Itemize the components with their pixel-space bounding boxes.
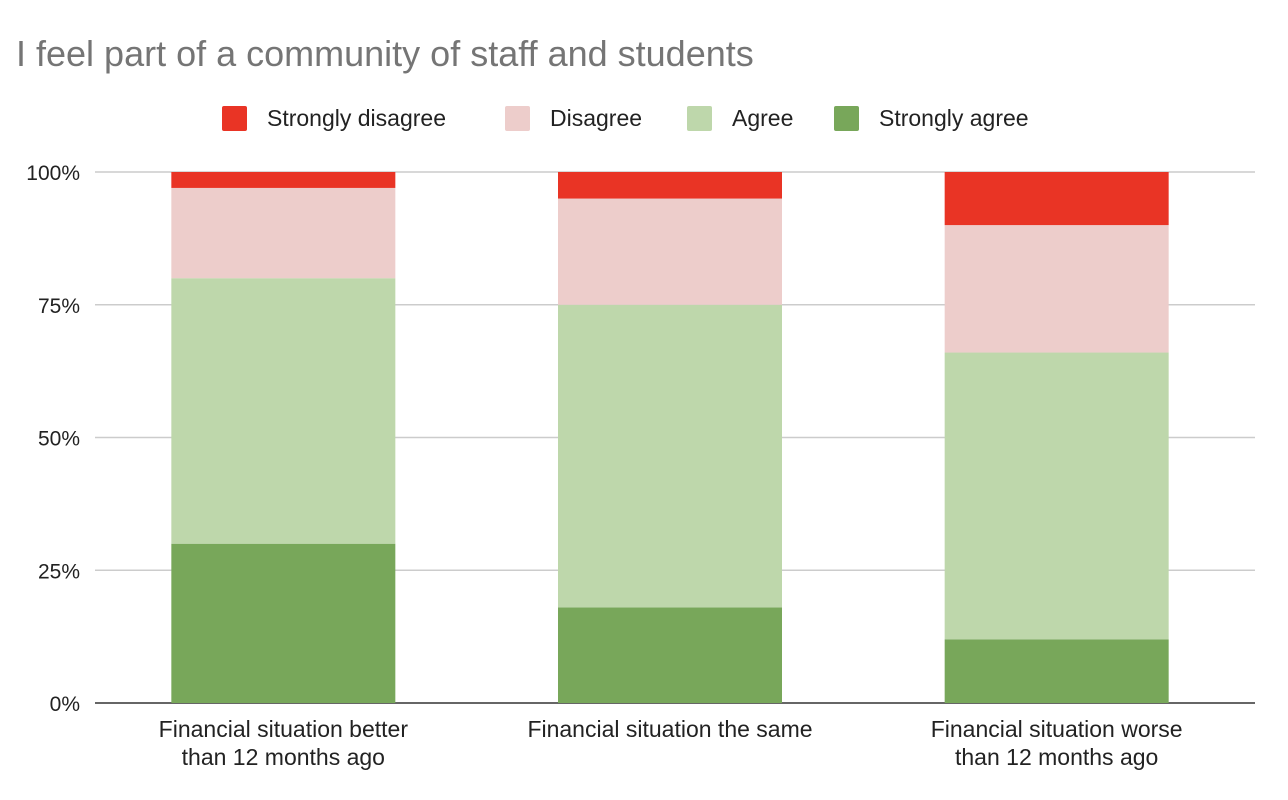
legend-label: Strongly agree (879, 105, 1029, 131)
legend-swatch (222, 106, 247, 131)
y-tick-label: 25% (38, 560, 80, 583)
chart-title: I feel part of a community of staff and … (16, 33, 754, 74)
bar-segment-strongly-agree (944, 639, 1169, 703)
bar-segment-strongly-disagree (944, 172, 1169, 226)
legend-item: Agree (687, 105, 793, 131)
bar-segment-disagree (558, 198, 782, 305)
legend-item: Disagree (505, 105, 642, 131)
bar-segment-strongly-disagree (171, 172, 396, 188)
legend-item: Strongly disagree (222, 105, 446, 131)
bar-stack (944, 172, 1169, 703)
x-tick-label: Financial situation the same (527, 716, 812, 742)
bar-segment-agree (944, 352, 1169, 640)
x-tick-label: Financial situation better (159, 716, 409, 742)
bar-segment-disagree (171, 187, 396, 279)
bar-segment-strongly-agree (558, 607, 782, 703)
bar-segment-agree (171, 278, 396, 544)
bar-segment-disagree (944, 225, 1169, 353)
legend-swatch (834, 106, 859, 131)
bar-segment-agree (558, 304, 782, 608)
bar-segment-strongly-disagree (558, 172, 782, 199)
y-tick-label: 50% (38, 428, 80, 451)
legend-label: Agree (732, 105, 793, 131)
bar-segment-strongly-agree (171, 543, 396, 703)
bar-stack (558, 172, 782, 703)
bar-stack (171, 172, 396, 703)
bars (171, 172, 1169, 703)
x-tick-label: Financial situation worse (931, 716, 1183, 742)
y-tick-label: 100% (26, 162, 80, 185)
y-tick-label: 75% (38, 295, 80, 318)
legend-label: Disagree (550, 105, 642, 131)
legend-swatch (687, 106, 712, 131)
y-tick-label: 0% (50, 693, 80, 716)
x-tick-label: than 12 months ago (182, 744, 385, 770)
legend-label: Strongly disagree (267, 105, 446, 131)
legend-item: Strongly agree (834, 105, 1029, 131)
legend-swatch (505, 106, 530, 131)
legend: Strongly disagree Disagree Agree Strongly a… (222, 105, 1029, 131)
x-tick-label: than 12 months ago (955, 744, 1158, 770)
